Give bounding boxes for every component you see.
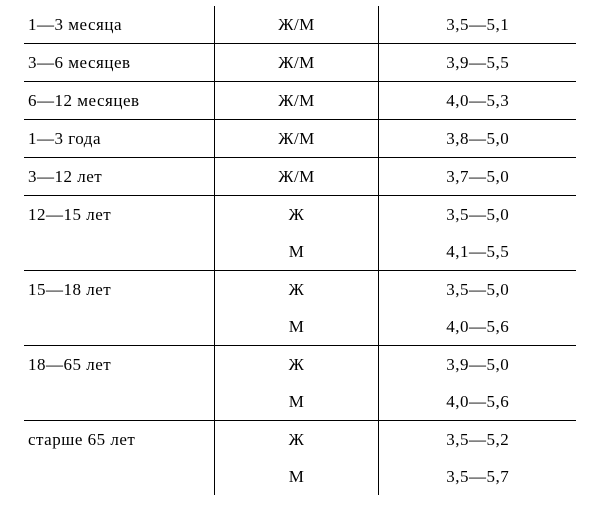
cell-range: 3,9—5,5	[379, 44, 576, 82]
cell-sex: Ж/М	[214, 44, 379, 82]
cell-age: 1—3 месяца	[24, 6, 214, 44]
cell-sex: Ж	[214, 271, 379, 309]
cell-age: 6—12 месяцев	[24, 82, 214, 120]
cell-range: 4,0—5,6	[379, 383, 576, 421]
cell-age: 1—3 года	[24, 120, 214, 158]
table-row: М 4,0—5,6	[24, 308, 576, 346]
cell-range: 3,7—5,0	[379, 158, 576, 196]
cell-age: 3—6 месяцев	[24, 44, 214, 82]
cell-age: 12—15 лет	[24, 196, 214, 234]
cell-range: 4,0—5,6	[379, 308, 576, 346]
cell-range: 4,1—5,5	[379, 233, 576, 271]
cell-age: 3—12 лет	[24, 158, 214, 196]
table-row: старше 65 лет Ж 3,5—5,2	[24, 421, 576, 459]
cell-sex: Ж/М	[214, 158, 379, 196]
table-row: М 4,0—5,6	[24, 383, 576, 421]
cell-range: 3,5—5,0	[379, 196, 576, 234]
table-row: М 3,5—5,7	[24, 458, 576, 495]
cell-sex: М	[214, 233, 379, 271]
cell-sex: М	[214, 458, 379, 495]
table-row: 15—18 лет Ж 3,5—5,0	[24, 271, 576, 309]
cell-age: 18—65 лет	[24, 346, 214, 384]
cell-sex: Ж	[214, 346, 379, 384]
cell-sex: М	[214, 383, 379, 421]
cell-sex: Ж/М	[214, 120, 379, 158]
cell-sex: Ж	[214, 421, 379, 459]
cell-range: 4,0—5,3	[379, 82, 576, 120]
table-row: 18—65 лет Ж 3,9—5,0	[24, 346, 576, 384]
cell-range: 3,5—5,0	[379, 271, 576, 309]
cell-age-empty	[24, 233, 214, 271]
cell-age-empty	[24, 383, 214, 421]
cell-range: 3,5—5,1	[379, 6, 576, 44]
cell-range: 3,8—5,0	[379, 120, 576, 158]
cell-age-empty	[24, 308, 214, 346]
table-row: 3—6 месяцев Ж/М 3,9—5,5	[24, 44, 576, 82]
table-row: 1—3 месяца Ж/М 3,5—5,1	[24, 6, 576, 44]
cell-sex: Ж/М	[214, 82, 379, 120]
cell-age: 15—18 лет	[24, 271, 214, 309]
table-body: 1—3 месяца Ж/М 3,5—5,1 3—6 месяцев Ж/М 3…	[24, 6, 576, 495]
page: 1—3 месяца Ж/М 3,5—5,1 3—6 месяцев Ж/М 3…	[0, 0, 600, 514]
cell-range: 3,5—5,2	[379, 421, 576, 459]
reference-table: 1—3 месяца Ж/М 3,5—5,1 3—6 месяцев Ж/М 3…	[24, 6, 576, 495]
cell-range: 3,5—5,7	[379, 458, 576, 495]
cell-age-empty	[24, 458, 214, 495]
cell-sex: М	[214, 308, 379, 346]
cell-age: старше 65 лет	[24, 421, 214, 459]
table-row: 3—12 лет Ж/М 3,7—5,0	[24, 158, 576, 196]
table-row: 1—3 года Ж/М 3,8—5,0	[24, 120, 576, 158]
cell-range: 3,9—5,0	[379, 346, 576, 384]
cell-sex: Ж	[214, 196, 379, 234]
table-row: 6—12 месяцев Ж/М 4,0—5,3	[24, 82, 576, 120]
table-row: 12—15 лет Ж 3,5—5,0	[24, 196, 576, 234]
table-row: М 4,1—5,5	[24, 233, 576, 271]
cell-sex: Ж/М	[214, 6, 379, 44]
